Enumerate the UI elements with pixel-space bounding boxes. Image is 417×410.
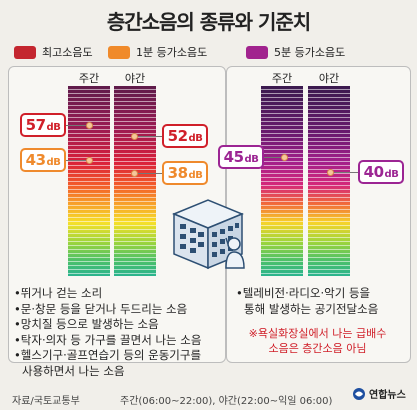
leader-45	[262, 157, 284, 158]
note-line: ※욕실화장실에서 나는 급배수	[248, 327, 387, 340]
leader-40	[330, 172, 360, 173]
leader-38	[134, 173, 164, 174]
person-body	[225, 251, 245, 269]
direct-noise-item: •탁자·의자 등 가구를 끌면서 나는 소음	[14, 332, 202, 347]
legend-max-swatch	[14, 45, 36, 59]
legend-1min: 1분 등가소음도	[108, 44, 207, 60]
callout-night-1min: 38 dB	[162, 161, 208, 185]
direct-noise-item: •문·창문 등을 닫거나 두드리는 소음	[14, 301, 188, 316]
agency-logo: 연합뉴스	[352, 386, 406, 401]
airborne-noise-item: 통해 발생하는 공기전달소음	[244, 301, 379, 316]
left-day-label: 주간	[78, 72, 100, 85]
direct-noise-item: •망치질 등으로 발생하는 소음	[14, 317, 159, 331]
bathroom-exclusion-note: ※욕실화장실에서 나는 급배수 소음은 층간소음 아님	[226, 326, 409, 356]
unit-38: dB	[188, 169, 203, 181]
note-line: 소음은 층간소음 아님	[268, 342, 367, 355]
legend-1min-label: 1분 등가소음도	[136, 46, 208, 59]
unit-43: dB	[46, 156, 61, 168]
leader-52	[134, 136, 164, 137]
person-hand	[225, 237, 229, 245]
bar-airborne-day-stripes	[261, 86, 303, 276]
airborne-noise-list: •텔레비전·라디오·악기 등을 통해 발생하는 공기전달소음	[236, 286, 378, 317]
legend-1min-swatch	[108, 45, 130, 59]
bar-direct-night-stripes	[114, 86, 156, 276]
apartment-resident-illustration	[172, 199, 245, 270]
direct-noise-item: •뛰거나 걷는 소리	[14, 286, 103, 300]
bar-airborne-night-stripes	[308, 86, 350, 276]
callout-night-5min: 40 dB	[358, 160, 404, 184]
right-day-label: 주간	[271, 72, 293, 85]
direct-noise-item: 사용하면서 나는 소음	[22, 363, 125, 378]
callout-day-5min: 45 dB	[218, 145, 264, 169]
source-credit: 자료/국토교통부	[12, 396, 80, 407]
value-57: 57	[25, 116, 46, 134]
right-night-label: 야간	[318, 72, 340, 85]
page-title: 층간소음의 종류와 기준치	[106, 10, 311, 34]
marker-43	[86, 157, 93, 164]
unit-40: dB	[384, 168, 399, 180]
marker-38	[131, 170, 138, 177]
value-52: 52	[167, 127, 188, 145]
legend-max-label: 최고소음도	[42, 46, 93, 59]
value-45: 45	[223, 148, 244, 166]
callout-night-max: 52 dB	[162, 124, 208, 148]
marker-52	[131, 133, 138, 140]
direct-noise-list: •뛰거나 걷는 소리 •문·창문 등을 닫거나 두드리는 소음 •망치질 등으로…	[14, 286, 201, 379]
callout-day-max: 57 dB	[20, 113, 66, 137]
left-night-label: 야간	[124, 72, 146, 85]
bar-airborne-day	[261, 86, 303, 276]
bar-airborne-night	[308, 86, 350, 276]
marker-40	[327, 169, 334, 176]
building-windows	[180, 223, 239, 257]
airborne-noise-item: •텔레비전·라디오·악기 등을	[236, 286, 371, 300]
bar-direct-night	[114, 86, 156, 276]
value-43: 43	[25, 151, 46, 169]
agency-logo-icon	[353, 387, 365, 400]
callout-day-1min: 43 dB	[20, 148, 66, 172]
person-head	[227, 237, 241, 251]
unit-45: dB	[244, 153, 259, 165]
value-40: 40	[363, 163, 384, 181]
bar-direct-day	[68, 86, 110, 276]
legend-5min: 5분 등가소음도	[246, 44, 345, 60]
legend-5min-label: 5분 등가소음도	[274, 46, 346, 59]
legend-5min-swatch	[246, 45, 268, 59]
legend-max: 최고소음도	[14, 44, 93, 60]
marker-45	[281, 154, 288, 161]
value-38: 38	[167, 164, 188, 182]
direct-noise-item: •헬스기구·골프연습기 등의 운동기구를	[14, 348, 202, 362]
leader-57	[62, 125, 88, 126]
leader-43	[62, 160, 88, 161]
marker-57	[86, 122, 93, 129]
unit-57: dB	[46, 121, 61, 133]
time-definition: 주간(06:00~22:00), 야간(22:00~익일 06:00)	[120, 396, 333, 407]
unit-52: dB	[188, 132, 203, 144]
bar-direct-day-stripes	[68, 86, 110, 276]
agency-name: 연합뉴스	[369, 390, 406, 401]
